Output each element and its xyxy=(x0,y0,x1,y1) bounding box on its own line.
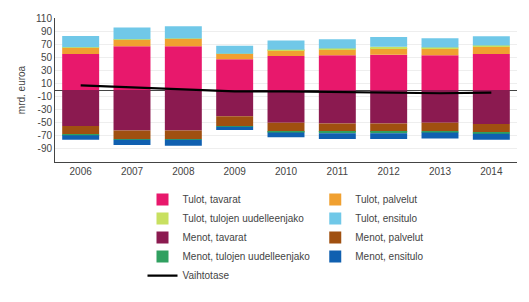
svg-text:30: 30 xyxy=(41,65,53,76)
svg-text:2012: 2012 xyxy=(378,166,401,177)
svg-text:Vaihtotase: Vaihtotase xyxy=(183,270,230,281)
svg-text:Tulot, tavarat: Tulot, tavarat xyxy=(183,194,241,205)
svg-text:Tulot, tulojen uudelleenjako: Tulot, tulojen uudelleenjako xyxy=(183,213,305,224)
svg-text:Menot, palvelut: Menot, palvelut xyxy=(355,232,423,243)
svg-text:Menot, tavarat: Menot, tavarat xyxy=(183,232,247,243)
svg-text:Menot, tulojen uudelleenjako: Menot, tulojen uudelleenjako xyxy=(183,251,311,262)
svg-text:Menot, ensitulo: Menot, ensitulo xyxy=(355,251,423,262)
svg-text:2007: 2007 xyxy=(121,166,144,177)
svg-text:110: 110 xyxy=(36,13,52,24)
svg-text:2014: 2014 xyxy=(480,166,503,177)
svg-text:-70: -70 xyxy=(38,130,53,141)
svg-text:70: 70 xyxy=(41,39,53,50)
svg-text:90: 90 xyxy=(41,26,53,37)
svg-text:2011: 2011 xyxy=(327,166,349,177)
svg-text:-90: -90 xyxy=(38,143,53,154)
svg-text:2009: 2009 xyxy=(224,166,247,177)
svg-text:Tulot, ensitulo: Tulot, ensitulo xyxy=(355,213,417,224)
svg-text:mrd. euroa: mrd. euroa xyxy=(16,65,27,114)
svg-text:-30: -30 xyxy=(38,104,53,115)
svg-text:-10: -10 xyxy=(38,91,53,102)
svg-text:10: 10 xyxy=(41,78,53,89)
svg-text:2006: 2006 xyxy=(70,166,93,177)
svg-text:50: 50 xyxy=(41,52,53,63)
svg-text:Tulot, palvelut: Tulot, palvelut xyxy=(355,194,417,205)
svg-text:2013: 2013 xyxy=(429,166,452,177)
svg-text:-50: -50 xyxy=(38,117,53,128)
svg-text:2008: 2008 xyxy=(172,166,195,177)
svg-text:2010: 2010 xyxy=(275,166,298,177)
